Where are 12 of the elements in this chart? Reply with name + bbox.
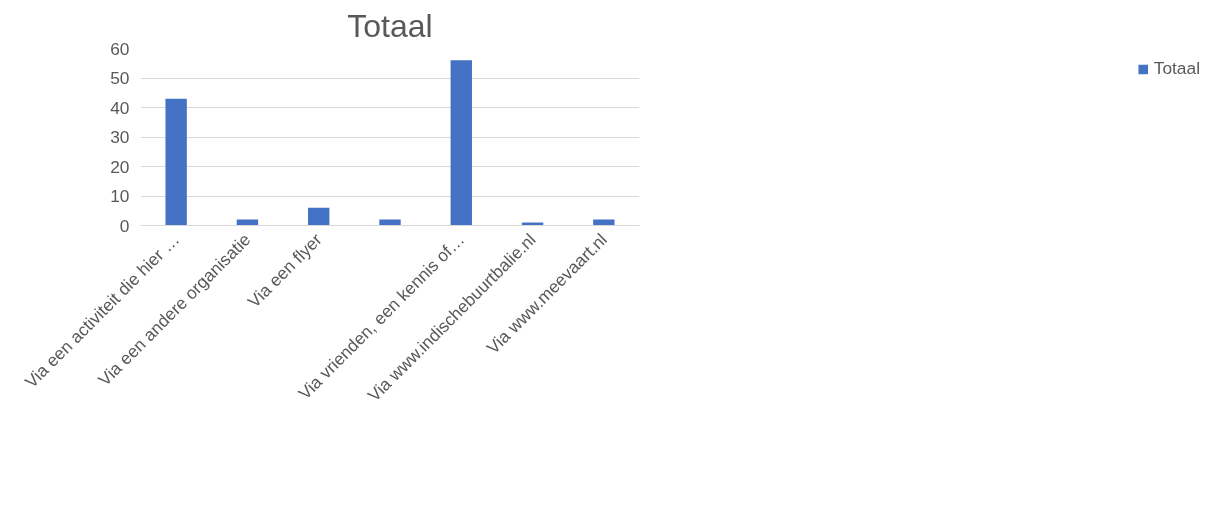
bar (165, 98, 187, 226)
y-tick-label: 50 (110, 68, 130, 88)
chart-title: Totaal (347, 7, 433, 44)
y-tick-label: 10 (110, 186, 130, 206)
bar (450, 60, 472, 226)
legend-label: Totaal (1153, 58, 1200, 79)
y-tick-label: 0 (119, 215, 130, 236)
bar (308, 207, 330, 226)
y-tick-label: 30 (110, 127, 130, 147)
y-tick-label: 20 (110, 156, 130, 177)
y-tick-label: 40 (110, 97, 130, 118)
y-tick-label: 60 (110, 38, 130, 59)
